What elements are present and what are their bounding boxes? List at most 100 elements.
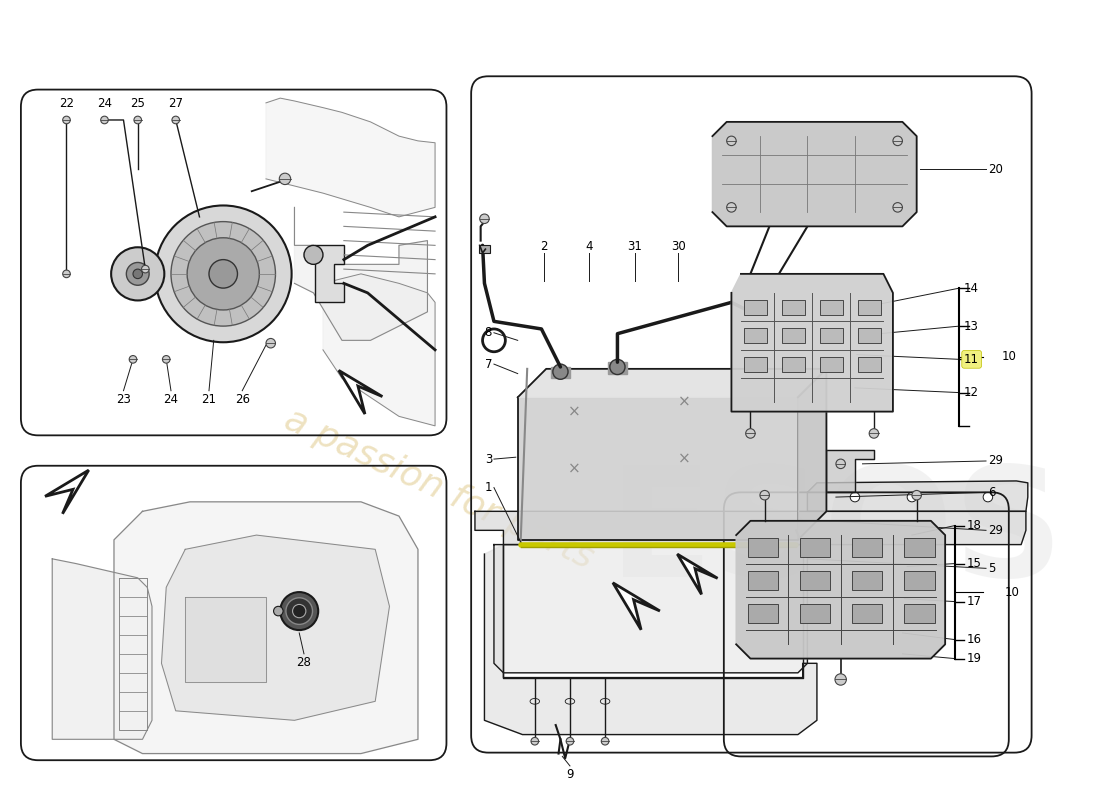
- Circle shape: [126, 262, 150, 286]
- Circle shape: [566, 738, 574, 745]
- Circle shape: [129, 355, 136, 363]
- Bar: [478, 246, 491, 253]
- Text: 20: 20: [988, 163, 1003, 176]
- Text: 14: 14: [965, 282, 979, 294]
- Circle shape: [893, 136, 902, 146]
- Text: 23: 23: [117, 393, 131, 406]
- Text: 28: 28: [297, 656, 311, 669]
- Bar: [820, 357, 843, 372]
- Polygon shape: [162, 535, 389, 720]
- Circle shape: [480, 214, 490, 223]
- Bar: [782, 357, 804, 372]
- Text: 2: 2: [540, 240, 548, 253]
- Text: 30: 30: [671, 240, 685, 253]
- Text: 10: 10: [1002, 350, 1018, 363]
- Circle shape: [835, 674, 846, 685]
- Bar: [782, 299, 804, 314]
- Polygon shape: [798, 369, 826, 540]
- Polygon shape: [323, 274, 436, 426]
- Circle shape: [286, 598, 312, 624]
- Polygon shape: [732, 274, 893, 411]
- Circle shape: [304, 246, 323, 264]
- Polygon shape: [316, 246, 344, 302]
- Bar: [820, 299, 843, 314]
- Bar: [852, 571, 882, 590]
- Text: 4: 4: [585, 240, 593, 253]
- Polygon shape: [826, 450, 873, 492]
- Text: 27: 27: [168, 98, 184, 110]
- Circle shape: [101, 116, 108, 124]
- Circle shape: [279, 173, 290, 185]
- Text: ESOS: ESOS: [608, 460, 1064, 609]
- Text: 1: 1: [485, 481, 492, 494]
- Text: 29: 29: [988, 524, 1003, 537]
- Text: 11: 11: [965, 353, 979, 366]
- Bar: [744, 357, 767, 372]
- Bar: [748, 538, 778, 557]
- Polygon shape: [713, 122, 916, 226]
- Polygon shape: [807, 481, 1027, 511]
- Polygon shape: [484, 545, 817, 734]
- Text: 31: 31: [627, 240, 642, 253]
- Bar: [551, 367, 570, 378]
- Circle shape: [293, 605, 306, 618]
- Text: 24: 24: [97, 98, 112, 110]
- Bar: [744, 299, 767, 314]
- Circle shape: [163, 355, 170, 363]
- Circle shape: [172, 116, 179, 124]
- Circle shape: [187, 238, 260, 310]
- Circle shape: [912, 490, 922, 500]
- Circle shape: [111, 247, 164, 301]
- Text: 7: 7: [485, 358, 492, 370]
- Text: 25: 25: [130, 98, 145, 110]
- Bar: [800, 571, 830, 590]
- Polygon shape: [266, 98, 436, 217]
- Circle shape: [155, 206, 292, 342]
- Bar: [748, 605, 778, 623]
- Circle shape: [274, 606, 283, 616]
- Polygon shape: [613, 582, 660, 630]
- Bar: [800, 538, 830, 557]
- Circle shape: [63, 270, 70, 278]
- Polygon shape: [494, 545, 807, 673]
- Text: 3: 3: [485, 453, 492, 466]
- Circle shape: [727, 136, 736, 146]
- Text: a passion for parts: a passion for parts: [279, 402, 598, 575]
- Circle shape: [836, 459, 846, 469]
- Circle shape: [746, 429, 756, 438]
- Polygon shape: [518, 369, 826, 398]
- Polygon shape: [185, 597, 266, 682]
- Circle shape: [133, 269, 143, 278]
- Text: 13: 13: [965, 320, 979, 333]
- Circle shape: [908, 492, 916, 502]
- Circle shape: [602, 738, 609, 745]
- Text: 8: 8: [485, 326, 492, 339]
- Bar: [852, 605, 882, 623]
- Text: ×: ×: [569, 404, 581, 419]
- Polygon shape: [518, 398, 798, 540]
- Circle shape: [142, 266, 150, 273]
- Text: 17: 17: [967, 595, 982, 608]
- Polygon shape: [295, 207, 428, 340]
- Text: 5: 5: [988, 562, 996, 575]
- Circle shape: [63, 116, 70, 124]
- Circle shape: [209, 260, 238, 288]
- Polygon shape: [339, 370, 383, 414]
- Text: 22: 22: [59, 98, 74, 110]
- Polygon shape: [52, 559, 152, 739]
- Text: 10: 10: [1005, 586, 1020, 598]
- Text: ×: ×: [569, 461, 581, 476]
- Text: 6: 6: [988, 486, 996, 499]
- Text: 15: 15: [967, 557, 982, 570]
- Circle shape: [760, 490, 769, 500]
- Polygon shape: [678, 554, 717, 594]
- Bar: [858, 328, 881, 343]
- Bar: [744, 328, 767, 343]
- Text: 26: 26: [234, 393, 250, 406]
- Text: ×: ×: [678, 451, 691, 466]
- Text: 12: 12: [965, 386, 979, 399]
- Circle shape: [553, 364, 568, 379]
- Polygon shape: [114, 502, 418, 754]
- Text: 16: 16: [967, 633, 982, 646]
- Bar: [800, 605, 830, 623]
